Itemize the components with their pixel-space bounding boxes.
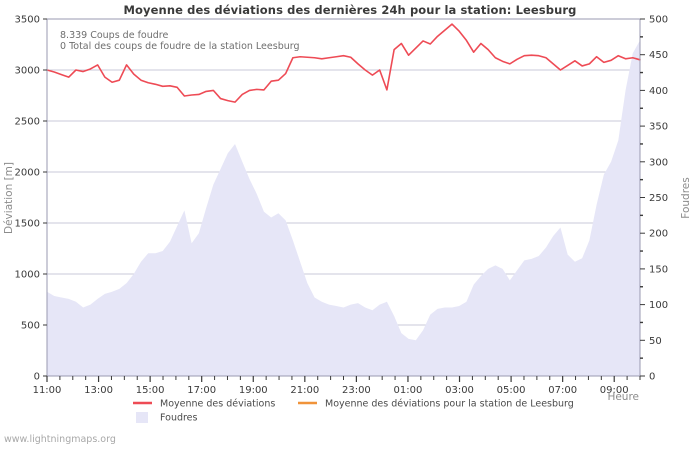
right-tick-label: 450 — [649, 50, 668, 61]
page-title: Moyenne des déviations des dernières 24h… — [123, 3, 577, 17]
left-tick-label: 0 — [34, 372, 40, 383]
left-tick-label: 500 — [21, 321, 40, 332]
annotation-lightning-count: 8.339 Coups de foudre — [60, 30, 168, 41]
legend-item: Moyenne des déviations pour la station d… — [298, 399, 574, 410]
x-tick-label: 21:00 — [290, 385, 319, 396]
legend-area-swatch — [136, 412, 148, 423]
legend-label: Moyenne des déviations — [160, 399, 275, 410]
right-tick-label: 400 — [649, 86, 668, 97]
right-tick-label: 50 — [649, 336, 662, 347]
deviation-line-series — [46, 23, 641, 103]
right-tick-label: 200 — [649, 229, 668, 240]
left-tick-label: 2500 — [15, 117, 40, 128]
legend-item: Foudres — [136, 412, 198, 424]
bottom-axis: 11:00 13:00 15:00 17:00 19:00 21:00 23:00 01:00… — [33, 376, 641, 396]
chart-legend: Moyenne des déviations Moyenne des déviat… — [133, 399, 574, 424]
y-axis-label: Déviation [m] — [3, 162, 15, 234]
x-tick-label: 01:00 — [394, 385, 423, 396]
x-tick-label: 09:00 — [600, 385, 629, 396]
x-tick-label: 15:00 — [136, 385, 165, 396]
left-tick-label: 3000 — [15, 66, 40, 77]
right-tick-label: 250 — [649, 193, 668, 204]
legend-label: Moyenne des déviations pour la station d… — [325, 399, 574, 410]
lightning-area-series — [47, 40, 640, 377]
legend-item: Moyenne des déviations — [133, 399, 275, 410]
x-tick-label: 13:00 — [84, 385, 113, 396]
left-tick-label: 2000 — [15, 168, 40, 179]
x-axis-label: Heure — [607, 391, 639, 403]
annotation-station-total: 0 Total des coups de foudre de la statio… — [60, 41, 300, 52]
left-axis: 0 500 1000 1500 2000 2500 3000 3500 — [15, 15, 47, 383]
footer-watermark: www.lightningmaps.org — [4, 434, 116, 445]
x-tick-label: 19:00 — [239, 385, 268, 396]
x-tick-label: 05:00 — [497, 385, 526, 396]
left-tick-label: 3500 — [15, 15, 40, 26]
left-tick-label: 1000 — [15, 270, 40, 281]
x-tick-label: 03:00 — [445, 385, 474, 396]
x-tick-label: 11:00 — [33, 385, 62, 396]
right-tick-label: 500 — [649, 15, 668, 26]
x-tick-label: 17:00 — [187, 385, 216, 396]
left-tick-label: 1500 — [15, 219, 40, 230]
y2-axis-label: Foudres — [680, 177, 692, 218]
right-axis: 0 50 100 150 200 250 300 350 400 450 500 — [640, 15, 668, 383]
x-tick-label: 07:00 — [548, 385, 577, 396]
x-tick-label: 23:00 — [342, 385, 371, 396]
right-tick-label: 300 — [649, 157, 668, 168]
right-tick-label: 350 — [649, 122, 668, 133]
right-tick-label: 0 — [649, 372, 655, 383]
right-tick-label: 150 — [649, 264, 668, 275]
legend-label: Foudres — [160, 413, 198, 424]
right-tick-label: 100 — [649, 300, 668, 311]
